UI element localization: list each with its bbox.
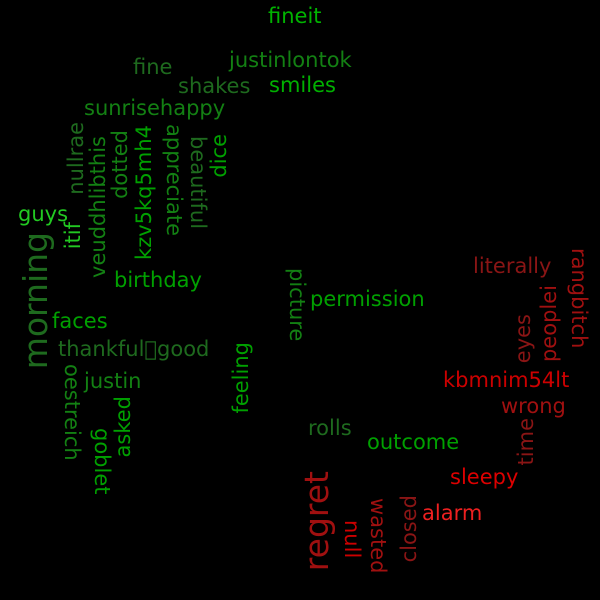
word-oestreich: oestreich (60, 364, 84, 461)
word-kzv5kq5mh4: kzv5kq5mh4 (132, 125, 156, 260)
word-eyes: eyes (511, 314, 535, 364)
word-literally: literally (473, 254, 552, 278)
word-alarm: alarm (422, 501, 483, 525)
word-guys: guys (18, 202, 69, 226)
word-itif: itif (61, 222, 85, 250)
word-picture: picture (285, 268, 309, 342)
word-justinlontok: justinlontok (229, 48, 352, 72)
word-morning: morning (16, 232, 55, 370)
word-closed: closed (397, 495, 421, 563)
word-thankfulgood: thankful good (58, 337, 210, 361)
word-faces: faces (52, 309, 108, 333)
word-justin: justin (84, 369, 142, 393)
word-shakes: shakes (178, 74, 251, 98)
word-peoplei: peoplei (537, 285, 561, 363)
word-dice: dice (207, 134, 231, 178)
word-kbmnim54lt: kbmnim54lt (443, 368, 570, 392)
word-permission: permission (310, 287, 425, 311)
word-goblet: goblet (90, 428, 114, 495)
word-sunrisehappy: sunrisehappy (84, 96, 226, 120)
word-smiles: smiles (269, 73, 336, 97)
word-dotted: dotted (108, 130, 132, 199)
word-time: time (514, 418, 538, 466)
word-null: null (340, 520, 364, 559)
word-rangbitch: rangbitch (567, 248, 591, 349)
word-asked: asked (111, 396, 135, 458)
word-outcome: outcome (367, 430, 460, 454)
word-rolls: rolls (308, 416, 352, 440)
word-nullrae: nullrae (64, 122, 88, 195)
word-regret: regret (297, 471, 336, 572)
word-fineit: fineit (268, 4, 322, 28)
word-feeling: feeling (229, 342, 253, 414)
word-wasted: wasted (366, 498, 390, 574)
word-veuddhlibthis: veuddhlibthis (86, 136, 110, 278)
word-appreciate: appreciate (162, 124, 186, 237)
word-beautiful: beautiful (186, 136, 210, 230)
word-wrong: wrong (501, 394, 566, 418)
word-birthday: birthday (114, 268, 202, 292)
word-sleepy: sleepy (450, 465, 519, 489)
word-fine: fine (133, 55, 173, 79)
